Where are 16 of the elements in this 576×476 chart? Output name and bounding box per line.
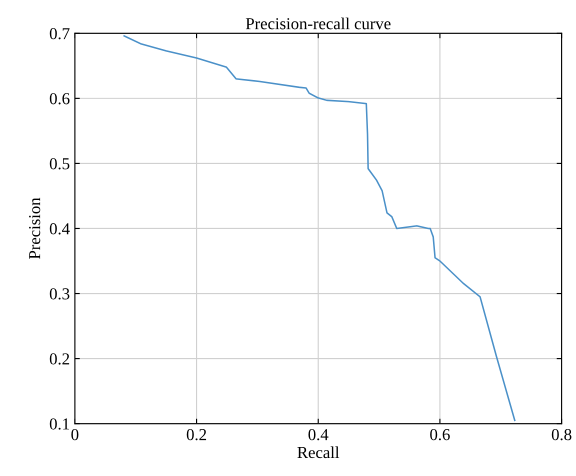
y-tick-label: 0.7 xyxy=(50,28,70,40)
x-tick-label: 0.2 xyxy=(186,428,206,440)
y-tick-label: 0.4 xyxy=(50,223,70,234)
y-tick-label: 0.3 xyxy=(50,288,70,300)
line-series xyxy=(123,35,516,422)
x-tick-label: 0.8 xyxy=(552,428,572,440)
y-tick-label: 0.1 xyxy=(50,418,70,430)
y-tick-label: 0.6 xyxy=(50,93,70,104)
x-tick-label: 0 xyxy=(71,428,78,440)
x-axis-title: Recall xyxy=(297,446,340,458)
x-tick-label: 0.4 xyxy=(308,428,328,440)
y-tick-label: 0.2 xyxy=(50,353,70,365)
chart-title: Precision-recall curve xyxy=(246,18,391,30)
y-tick-label: 0.5 xyxy=(50,158,70,170)
y-axis-title: Precision xyxy=(29,198,40,260)
x-tick-label: 0.6 xyxy=(430,428,450,440)
